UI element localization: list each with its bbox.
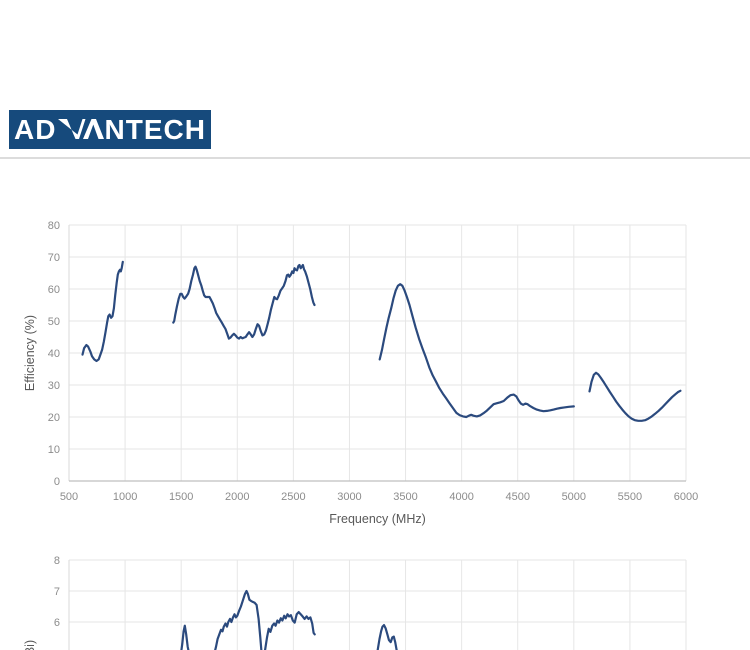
x-tick-label: 5000 [562, 491, 586, 503]
efficiency-chart-x-axis-title: Frequency (MHz) [329, 512, 426, 526]
x-tick-label: 5500 [618, 491, 642, 503]
x-tick-label: 2500 [281, 491, 305, 503]
header-divider [0, 157, 750, 159]
y-tick-label: 20 [48, 412, 60, 424]
line-segment [588, 371, 682, 422]
y-tick-label: 10 [48, 444, 60, 456]
x-tick-labels: 500 1000 1500 2000 2500 3000 3500 4000 4500 5000 5… [60, 491, 698, 503]
efficiency-chart: 0 10 20 30 40 50 60 70 80 500 1000 1500 2000 2500 3000… [48, 220, 698, 503]
y-tick-label: 7 [54, 586, 60, 598]
y-tick-label: 0 [54, 476, 60, 488]
advantech-logo: AD NTECH [9, 110, 211, 149]
y-tick-label: 70 [48, 252, 60, 264]
logo-text-prefix: AD [14, 113, 57, 145]
y-tick-label: 50 [48, 316, 60, 328]
x-tick-label: 3500 [393, 491, 417, 503]
x-tick-label: 4000 [449, 491, 473, 503]
efficiency-chart-y-axis-title: Efficiency (%) [23, 314, 37, 392]
x-tick-label: 500 [60, 491, 78, 503]
gain-line [180, 589, 398, 650]
y-tick-labels: 0 10 20 30 40 50 60 70 80 [48, 220, 60, 488]
line-segment [378, 283, 575, 419]
line-segment [214, 589, 316, 650]
y-tick-label: 40 [48, 348, 60, 360]
logo-text-suffix: NTECH [104, 113, 206, 145]
line-segment [172, 263, 316, 340]
x-tick-label: 6000 [674, 491, 698, 503]
gridlines [68, 224, 687, 482]
x-tick-label: 1500 [169, 491, 193, 503]
y-tick-label: 80 [48, 220, 60, 232]
line-segment [376, 624, 398, 650]
gain-chart-y-axis-title: Peak Gain (dBi) [23, 640, 37, 650]
advantech-logo-text: AD NTECH [14, 113, 206, 145]
gridlines [68, 559, 687, 650]
x-tick-label: 2000 [225, 491, 249, 503]
x-tick-label: 1000 [113, 491, 137, 503]
gain-chart: 6 7 8 [54, 555, 687, 650]
line-segment [81, 260, 124, 363]
x-tick-label: 3000 [337, 491, 361, 503]
y-tick-labels: 6 7 8 [54, 555, 60, 629]
y-tick-label: 30 [48, 380, 60, 392]
efficiency-line [81, 260, 682, 422]
y-tick-label: 8 [54, 555, 60, 567]
x-tick-label: 4500 [505, 491, 529, 503]
line-segment [180, 624, 190, 650]
y-tick-label: 60 [48, 284, 60, 296]
y-tick-label: 6 [54, 617, 60, 629]
stylized-va-icon [57, 119, 104, 139]
